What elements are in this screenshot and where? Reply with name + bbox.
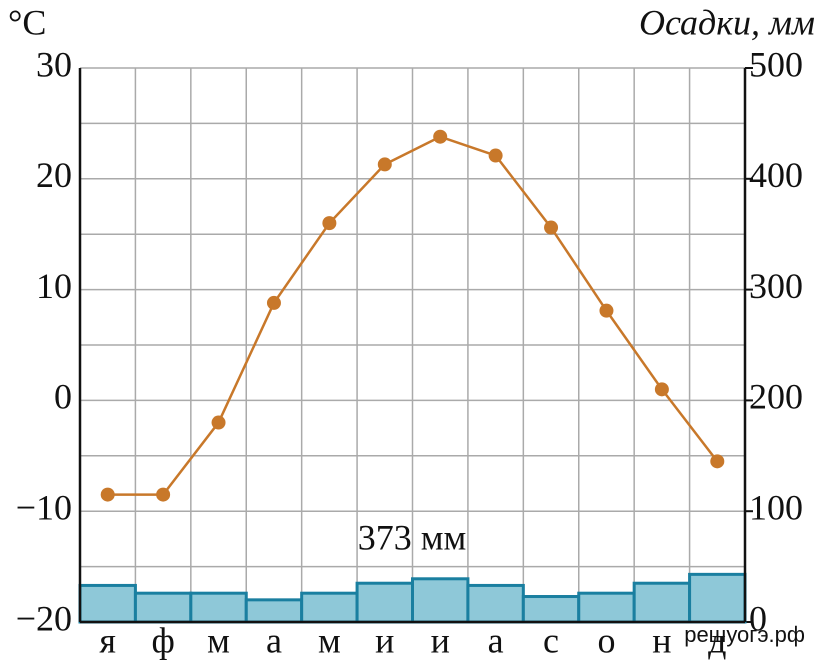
annotation: 373 мм	[358, 517, 467, 557]
y2-tick-label: 200	[749, 377, 803, 417]
y2-axis-label: Осадки, мм	[639, 2, 815, 42]
precip-bar	[189, 591, 248, 624]
temperature-point	[654, 382, 669, 397]
precip-bar	[300, 591, 359, 624]
y2-tick-label: 500	[749, 44, 803, 84]
x-tick-label: я	[99, 620, 116, 660]
precip-bar	[355, 581, 415, 624]
precip-bar	[133, 591, 193, 624]
x-tick-label: а	[266, 620, 282, 660]
y-tick-label: 20	[36, 155, 72, 195]
y-tick-label: 0	[54, 377, 72, 417]
temperature-point	[488, 148, 503, 163]
x-tick-label: м	[318, 620, 341, 660]
temperature-point	[266, 295, 281, 310]
temperature-point	[100, 487, 115, 502]
y2-tick-label: 100	[749, 487, 803, 527]
temperature-line	[107, 135, 719, 496]
precip-bar	[577, 591, 636, 624]
temperature-point	[599, 303, 614, 318]
precip-bar	[244, 598, 304, 624]
x-tick-label: д	[708, 620, 726, 660]
precip-bar	[632, 581, 692, 624]
y-tick-label: 30	[36, 44, 72, 84]
x-tick-label: а	[488, 620, 504, 660]
y-tick-label: −20	[16, 598, 72, 638]
x-tick-label: и	[431, 620, 450, 660]
temperature-point	[322, 216, 337, 231]
x-tick-label: с	[543, 620, 559, 660]
x-tick-label: и	[375, 620, 394, 660]
temperature-point	[377, 157, 392, 172]
y-axis-label: °C	[8, 2, 46, 42]
y2-tick-label: 400	[749, 155, 803, 195]
watermark: решуогэ.рф	[684, 622, 805, 647]
x-tick-label: ф	[151, 620, 174, 660]
y-tick-label: 10	[36, 266, 72, 306]
precip-bar	[411, 577, 470, 624]
temperature-point	[544, 220, 559, 235]
precip-bar	[466, 583, 525, 624]
temperature-point	[710, 454, 725, 469]
temperature-point	[156, 487, 171, 502]
y2-tick-label: 300	[749, 266, 803, 306]
y2-tick-label: 0	[749, 598, 767, 638]
precip-bar	[688, 572, 747, 624]
precip-bar	[521, 595, 581, 624]
x-tick-label: м	[207, 620, 230, 660]
temperature-point	[211, 415, 226, 430]
temperature-point	[433, 129, 448, 144]
precip-bar	[78, 583, 137, 624]
x-tick-label: о	[597, 620, 615, 660]
y-tick-label: −10	[16, 487, 72, 527]
x-tick-label: н	[652, 620, 671, 660]
